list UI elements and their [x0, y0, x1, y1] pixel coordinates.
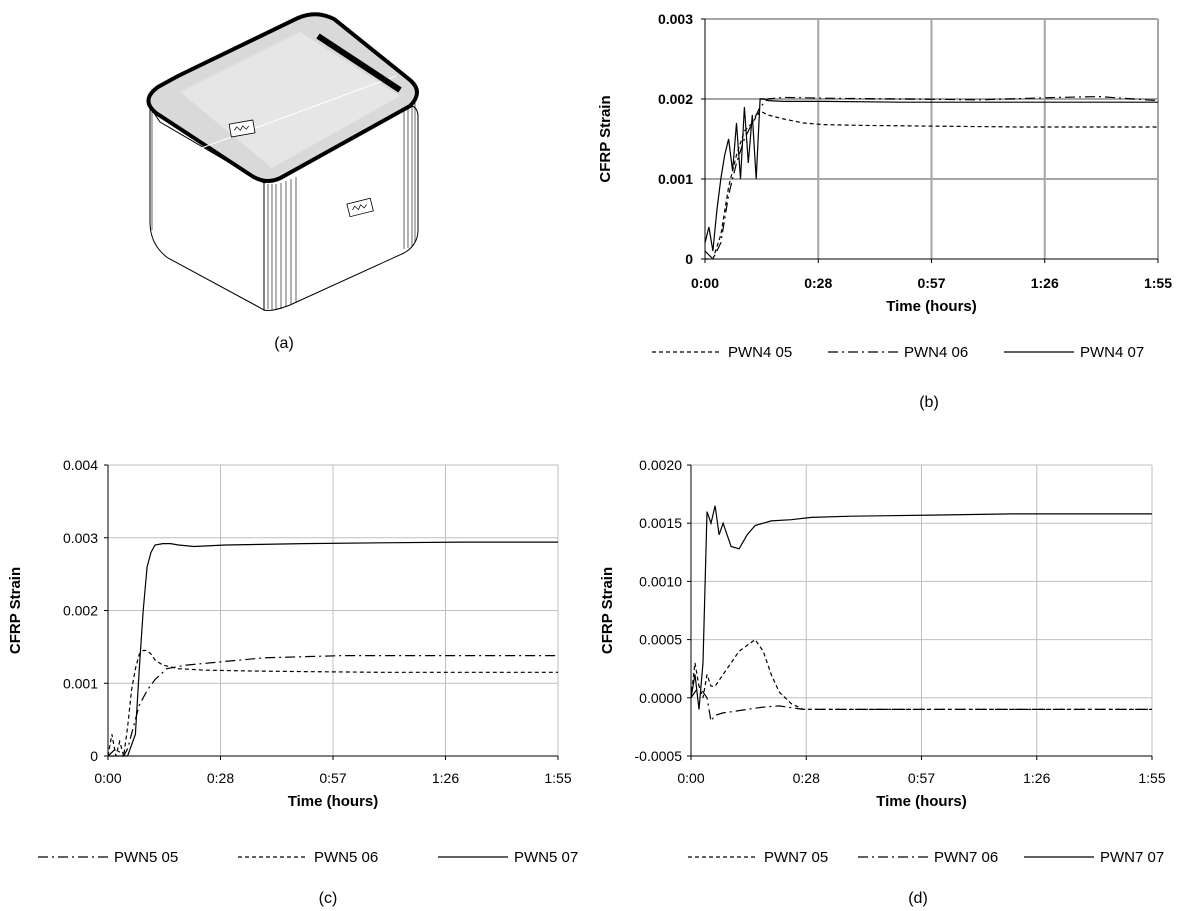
y-tick-label: 0.0020	[639, 457, 682, 473]
x-tick-label: 0:00	[677, 770, 704, 786]
x-tick-label: 1:55	[1138, 770, 1165, 786]
x-tick-label: 0:00	[691, 275, 719, 291]
charts-layer: 0 0.001 0.002 0.003 0:00 0:28 0:57 1:26 1:55 Time…	[7, 11, 1172, 866]
x-tick-label: 0:28	[804, 275, 832, 291]
x-tick-label: 0:57	[908, 770, 935, 786]
series-line	[690, 685, 1152, 723]
strain-gauge-side	[346, 197, 374, 218]
y-tick-label: 0	[685, 251, 693, 267]
x-tick-label: 0:28	[207, 770, 234, 786]
legend-label: PWN4 05	[728, 344, 792, 361]
legend-label: PWN7 06	[934, 849, 998, 866]
y-tick-label: 0.0010	[639, 573, 682, 589]
strain-gauge-top	[228, 119, 256, 138]
x-axis-title: Time (hours)	[288, 793, 379, 810]
caption-b: (b)	[919, 394, 939, 411]
y-tick-label: 0.0015	[639, 515, 682, 531]
caption-c: (c)	[319, 890, 338, 907]
column-drawing	[146, 12, 419, 311]
y-tick-label: 0.001	[658, 171, 693, 187]
caption-d: (d)	[908, 890, 928, 907]
x-tick-label: 0:57	[319, 770, 346, 786]
x-tick-label: 0:28	[793, 770, 820, 786]
x-tick-label: 1:26	[1031, 275, 1059, 291]
legend-label: PWN4 07	[1080, 344, 1144, 361]
legend-label: PWN5 07	[514, 849, 578, 866]
series-line	[704, 98, 1158, 252]
series-line	[690, 505, 1152, 710]
caption-a: (a)	[274, 335, 294, 352]
y-tick-label: 0.0005	[639, 632, 682, 648]
legend-label: PWN7 05	[764, 849, 828, 866]
legend-label: PWN4 06	[904, 344, 968, 361]
x-axis-title: Time (hours)	[886, 298, 977, 315]
x-tick-label: 0:00	[94, 770, 121, 786]
y-tick-label: 0.002	[63, 603, 98, 619]
y-tick-label: 0.003	[63, 530, 98, 546]
series-line	[705, 110, 1158, 260]
y-tick-label: 0.003	[658, 11, 693, 27]
series-line	[107, 649, 558, 757]
x-tick-label: 0:57	[917, 275, 945, 291]
chart-c: 0 0.001 0.002 0.003 0.004 0:00 0:28 0:57 1:26 1:5…	[7, 457, 578, 866]
y-tick-label: 0.002	[658, 91, 693, 107]
x-tick-label: 1:26	[432, 770, 459, 786]
chart-d: -0.0005 0.0000 0.0005 0.0010 0.0015 0.0020 0:0…	[599, 457, 1166, 866]
y-axis-title: CFRP Strain	[599, 567, 616, 654]
chart-b: 0 0.001 0.002 0.003 0:00 0:28 0:57 1:26 1:55 Time…	[597, 11, 1172, 361]
y-tick-label: 0.004	[63, 457, 98, 473]
series-line	[690, 638, 1152, 711]
series-line	[704, 95, 1159, 261]
x-tick-label: 1:55	[1144, 275, 1172, 291]
series-line	[107, 654, 558, 757]
legend-label: PWN5 06	[314, 849, 378, 866]
y-tick-label: 0	[90, 748, 98, 764]
y-tick-label: -0.0005	[635, 748, 683, 764]
y-axis-title: CFRP Strain	[7, 567, 24, 654]
y-tick-label: 0.001	[63, 675, 98, 691]
series-line	[108, 541, 558, 757]
legend-label: PWN7 07	[1100, 849, 1164, 866]
y-tick-label: 0.0000	[639, 690, 682, 706]
y-axis-title: CFRP Strain	[597, 95, 614, 182]
x-axis-title: Time (hours)	[876, 793, 967, 810]
x-tick-label: 1:55	[544, 770, 571, 786]
x-tick-label: 1:26	[1023, 770, 1050, 786]
legend-label: PWN5 05	[114, 849, 178, 866]
